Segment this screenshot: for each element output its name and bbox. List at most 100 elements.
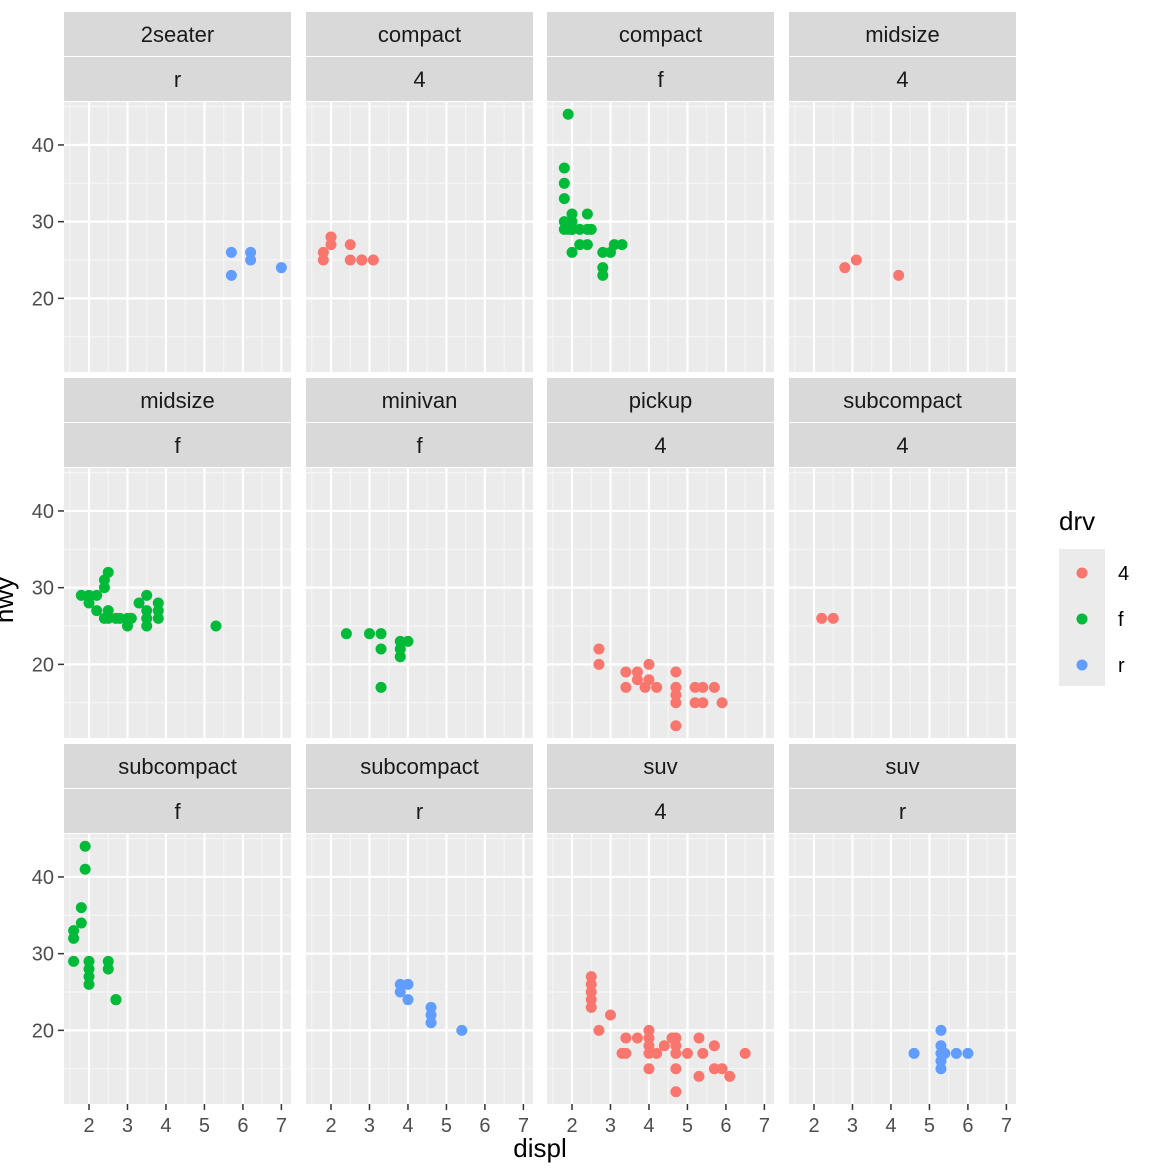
facet-strip-top-label: midsize bbox=[865, 22, 940, 47]
facet-strip-top bbox=[789, 378, 1016, 422]
data-point bbox=[593, 1024, 605, 1036]
data-point bbox=[91, 589, 103, 601]
data-point bbox=[83, 955, 95, 967]
data-point bbox=[597, 246, 609, 258]
facet-strip-bottom-label: 4 bbox=[413, 67, 425, 92]
x-tick-label: 5 bbox=[441, 1115, 452, 1137]
data-point bbox=[558, 162, 570, 174]
data-point bbox=[670, 1047, 682, 1059]
panel-background bbox=[64, 468, 291, 738]
x-tick-label: 2 bbox=[808, 1115, 819, 1137]
legend: drv 4 f r bbox=[1059, 506, 1129, 686]
facet-strip-top bbox=[789, 744, 1016, 788]
data-point bbox=[394, 651, 406, 663]
x-tick-label: 3 bbox=[122, 1115, 133, 1137]
data-point bbox=[581, 208, 593, 220]
x-tick-label: 4 bbox=[160, 1115, 171, 1137]
facet-strip-top-label: minivan bbox=[382, 388, 458, 413]
facet-strip-bottom bbox=[789, 423, 1016, 467]
data-point bbox=[670, 1086, 682, 1098]
data-point bbox=[83, 597, 95, 609]
data-point bbox=[939, 1047, 951, 1059]
data-point bbox=[133, 597, 145, 609]
data-point bbox=[75, 917, 87, 929]
data-point bbox=[325, 231, 337, 243]
data-point bbox=[581, 239, 593, 251]
data-point bbox=[631, 666, 643, 678]
facet-strip-bottom-label: f bbox=[416, 433, 423, 458]
x-tick-label: 7 bbox=[276, 1115, 287, 1137]
data-point bbox=[83, 971, 95, 983]
data-point bbox=[670, 1063, 682, 1075]
data-point bbox=[593, 658, 605, 670]
data-point bbox=[340, 628, 352, 640]
x-tick-label: 7 bbox=[1001, 1115, 1012, 1137]
facet-strip-top bbox=[306, 378, 533, 422]
facet-strip-bottom bbox=[306, 57, 533, 101]
data-point bbox=[425, 1001, 437, 1013]
data-point bbox=[152, 597, 164, 609]
facet-panel: subcompact 4 bbox=[789, 378, 1016, 738]
facet-strip-bottom bbox=[547, 789, 774, 833]
data-point bbox=[375, 681, 387, 693]
data-point bbox=[643, 658, 655, 670]
facet-panel: 2seater r bbox=[64, 12, 291, 372]
facet-strip-bottom-label: f bbox=[657, 67, 664, 92]
x-tick-label: 6 bbox=[962, 1115, 973, 1137]
y-tick-label: 30 bbox=[32, 212, 54, 234]
facet-panel: midsize f bbox=[64, 378, 291, 738]
data-point bbox=[616, 239, 628, 251]
y-tick-label: 40 bbox=[32, 135, 54, 157]
data-point bbox=[693, 1032, 705, 1044]
data-point bbox=[962, 1047, 974, 1059]
facet-strip-top bbox=[64, 378, 291, 422]
data-point bbox=[651, 681, 663, 693]
facet-strip-bottom-label: 4 bbox=[896, 433, 908, 458]
panel-background bbox=[306, 102, 533, 372]
facet-strip-bottom-label: f bbox=[174, 433, 181, 458]
data-point bbox=[585, 986, 597, 998]
data-point bbox=[724, 1070, 736, 1082]
x-tick-label: 5 bbox=[682, 1115, 693, 1137]
data-point bbox=[643, 1024, 655, 1036]
legend-key bbox=[1076, 567, 1088, 579]
x-tick-label: 2 bbox=[83, 1115, 94, 1137]
data-point bbox=[83, 589, 95, 601]
data-point bbox=[110, 994, 122, 1006]
data-point bbox=[75, 902, 87, 914]
y-tick-label: 40 bbox=[32, 867, 54, 889]
panel-background bbox=[306, 834, 533, 1104]
legend-label: r bbox=[1118, 655, 1125, 677]
data-point bbox=[670, 666, 682, 678]
data-point bbox=[585, 971, 597, 983]
data-point bbox=[152, 612, 164, 624]
data-point bbox=[141, 620, 153, 632]
data-point bbox=[317, 254, 329, 266]
data-point bbox=[152, 605, 164, 617]
facet-strip-bottom-label: r bbox=[416, 799, 423, 824]
facet-strip-bottom bbox=[789, 57, 1016, 101]
facet-panel: minivan f bbox=[306, 378, 533, 738]
data-point bbox=[697, 697, 709, 709]
facet-strip-top bbox=[64, 12, 291, 56]
facet-strip-bottom-label: r bbox=[899, 799, 906, 824]
data-point bbox=[670, 681, 682, 693]
x-tick-label: 5 bbox=[199, 1115, 210, 1137]
x-tick-label: 5 bbox=[924, 1115, 935, 1137]
data-point bbox=[908, 1047, 920, 1059]
data-point bbox=[375, 643, 387, 655]
facet-panel: compact f bbox=[547, 12, 774, 372]
x-tick-label: 4 bbox=[643, 1115, 654, 1137]
data-point bbox=[604, 1009, 616, 1021]
x-tick-label: 3 bbox=[847, 1115, 858, 1137]
data-point bbox=[141, 605, 153, 617]
facet-panel: suv 4 bbox=[547, 744, 774, 1104]
data-point bbox=[643, 1040, 655, 1052]
data-point bbox=[708, 681, 720, 693]
data-point bbox=[102, 566, 114, 578]
data-point bbox=[620, 666, 632, 678]
facet-panel: compact 4 bbox=[306, 12, 533, 372]
legend-key bbox=[1076, 613, 1088, 625]
data-point bbox=[425, 1017, 437, 1029]
